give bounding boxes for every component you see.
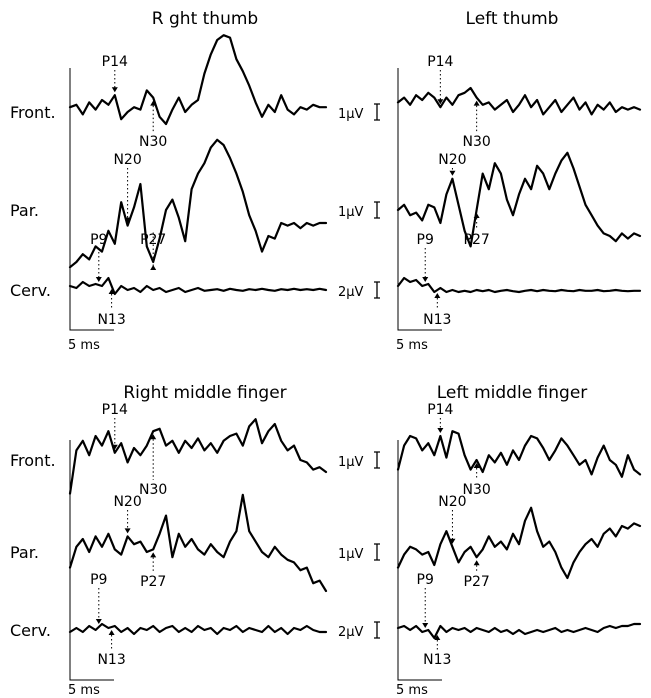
trace-cerv — [396, 276, 642, 294]
panel-title: Left thumb — [466, 9, 559, 29]
peak-arrow — [473, 463, 480, 468]
peak-arrow — [108, 289, 115, 294]
peak-arrow — [434, 293, 441, 298]
peak-label: P14 — [102, 402, 128, 418]
trace-cerv — [68, 622, 328, 636]
peak-arrow — [150, 552, 157, 558]
row-label: Cerv. — [10, 281, 51, 300]
trace-cerv — [396, 622, 642, 640]
time-scale-label: 5 ms — [396, 683, 428, 698]
panel-1: Left thumb 5 ms 1µV P14 N30 1µV N20 P27 2µV P9 N13 — [338, 9, 642, 353]
peak-label: N30 — [463, 134, 491, 150]
peak-label: P9 — [90, 572, 107, 588]
peak-arrow — [422, 623, 429, 628]
peak-label: P27 — [140, 574, 166, 590]
panel-3: Left middle finger 5 ms 1µV P14 N30 1µV N20 P27… — [338, 383, 642, 698]
trace-front — [68, 34, 328, 126]
peak-arrow — [449, 170, 456, 176]
panel-title: Left middle finger — [437, 383, 588, 403]
time-scale-bar — [397, 68, 442, 331]
amplitude-scale-bar — [374, 621, 380, 639]
time-scale-bar — [397, 440, 442, 681]
trace-par — [68, 493, 328, 593]
peak-arrow — [437, 428, 444, 433]
panel-2: Right middle finger 5 ms Front. P14 N30 Par. N… — [10, 383, 328, 698]
trace-par — [68, 138, 328, 269]
peak-label: N30 — [139, 134, 167, 150]
time-scale-label: 5 ms — [68, 683, 100, 698]
peak-arrow — [150, 265, 157, 270]
row-label: Par. — [10, 201, 39, 220]
peak-arrow — [111, 444, 118, 450]
peak-arrow — [422, 277, 429, 282]
peak-label: N20 — [438, 152, 466, 168]
peak-arrow — [95, 277, 102, 282]
peak-label: N20 — [113, 494, 141, 510]
trace-par — [396, 506, 642, 580]
peak-label: P9 — [90, 232, 107, 248]
amplitude-scale-bar — [374, 281, 380, 299]
trace-front — [396, 430, 642, 478]
peak-arrow — [108, 630, 115, 635]
peak-label: N13 — [97, 652, 125, 668]
amplitude-scale-label: 1µV — [338, 107, 364, 122]
peak-label: P9 — [417, 572, 434, 588]
amplitude-scale-label: 1µV — [338, 455, 364, 470]
amplitude-scale-bar — [374, 451, 380, 469]
amplitude-scale-label: 1µV — [338, 547, 364, 562]
peak-arrow — [434, 635, 441, 640]
peak-label: P9 — [417, 232, 434, 248]
peak-label: N30 — [463, 482, 491, 498]
trace-cerv — [68, 276, 328, 296]
amplitude-scale-bar — [374, 201, 380, 219]
peak-label: P27 — [464, 232, 490, 248]
peak-label: N13 — [97, 312, 125, 328]
time-scale-bar — [69, 440, 114, 681]
peak-label: P14 — [102, 54, 128, 70]
amplitude-scale-bar — [374, 543, 380, 561]
peak-arrow — [437, 99, 444, 105]
peak-arrow — [150, 434, 157, 440]
row-label: Front. — [10, 451, 56, 470]
peak-arrow — [124, 528, 131, 534]
peak-arrow — [124, 217, 131, 223]
amplitude-scale-bar — [374, 103, 380, 121]
panel-title: Right middle finger — [123, 383, 286, 403]
peak-arrow — [449, 538, 456, 544]
time-scale-bar — [69, 68, 114, 331]
peak-label: N13 — [423, 312, 451, 328]
amplitude-scale-label: 2µV — [338, 285, 364, 300]
row-label: Par. — [10, 543, 39, 562]
time-scale-label: 5 ms — [68, 338, 100, 353]
peak-arrow — [473, 100, 480, 106]
peak-arrow — [150, 100, 157, 106]
peak-label: N30 — [139, 482, 167, 498]
peak-arrow — [473, 213, 480, 218]
peak-label: N13 — [423, 652, 451, 668]
time-scale-label: 5 ms — [396, 338, 428, 353]
peak-label: N20 — [113, 152, 141, 168]
peak-arrow — [111, 87, 118, 93]
row-label: Front. — [10, 103, 56, 122]
trace-front — [396, 86, 642, 116]
panel-title: R ght thumb — [152, 9, 258, 29]
peak-label: N20 — [438, 494, 466, 510]
peak-label: P14 — [427, 402, 453, 418]
row-label: Cerv. — [10, 621, 51, 640]
peak-label: P27 — [464, 574, 490, 590]
peak-arrow — [95, 619, 102, 624]
trace-front — [68, 418, 328, 495]
peak-label: P14 — [427, 54, 453, 70]
trace-par — [396, 151, 642, 248]
amplitude-scale-label: 1µV — [338, 205, 364, 220]
panel-0: R ght thumb 5 ms Front. P14 N30 Par. N20 P27 Cer… — [10, 9, 328, 353]
amplitude-scale-label: 2µV — [338, 625, 364, 640]
peak-arrow — [473, 560, 480, 566]
peak-label: P27 — [140, 232, 166, 248]
